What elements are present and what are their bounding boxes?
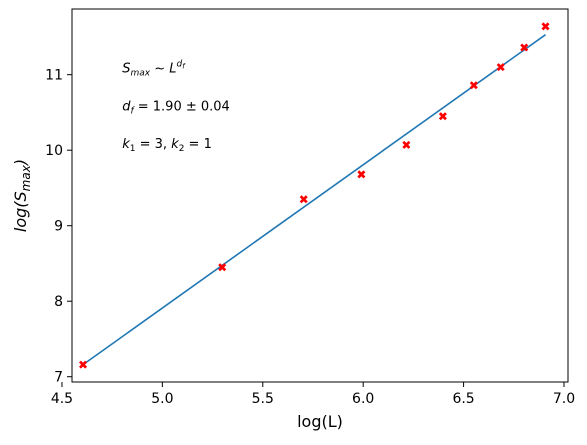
x-axis-label: log(L) xyxy=(297,412,343,431)
x-tick-label: 6.0 xyxy=(352,391,374,407)
data-point xyxy=(402,140,411,149)
axis-labels: log(L) log(Smax) xyxy=(11,159,343,431)
data-point xyxy=(438,112,447,121)
x-tick-label: 6.5 xyxy=(452,391,474,407)
data-point xyxy=(357,170,366,179)
data-points-group xyxy=(79,22,550,369)
axes xyxy=(71,8,569,383)
annotations: Smax ~ Ldf df = 1.90 ± 0.04 k1 = 3, k2 = 1 xyxy=(122,60,230,155)
data-point xyxy=(218,263,227,272)
y-ticks: 7 8 9 10 11 xyxy=(45,68,72,386)
data-point xyxy=(299,195,308,204)
x-tick-label: 5.0 xyxy=(151,391,173,407)
fit-line-group xyxy=(82,34,546,366)
axes-frame xyxy=(71,8,569,383)
x-tick-label: 4.5 xyxy=(51,391,73,407)
y-axis-label: log(Smax) xyxy=(11,159,33,232)
data-point xyxy=(469,81,478,90)
fit-line xyxy=(82,34,546,366)
annotation-scaling: Smax ~ Ldf xyxy=(122,60,186,79)
y-tick-label: 7 xyxy=(54,370,63,386)
y-tick-label: 8 xyxy=(54,294,63,310)
data-point xyxy=(79,360,88,369)
data-point xyxy=(496,63,505,72)
data-point xyxy=(520,43,529,52)
annotation-kvalues: k1 = 3, k2 = 1 xyxy=(122,137,212,154)
x-tick-label: 5.5 xyxy=(252,391,274,407)
data-point xyxy=(541,22,550,31)
y-tick-label: 10 xyxy=(45,143,63,159)
y-tick-label: 9 xyxy=(54,219,63,235)
y-tick-label: 11 xyxy=(45,68,63,84)
x-ticks: 4.5 5.0 5.5 6.0 6.5 7.0 xyxy=(51,382,575,407)
annotation-dfvalue: df = 1.90 ± 0.04 xyxy=(122,99,230,116)
x-tick-label: 7.0 xyxy=(553,391,575,407)
